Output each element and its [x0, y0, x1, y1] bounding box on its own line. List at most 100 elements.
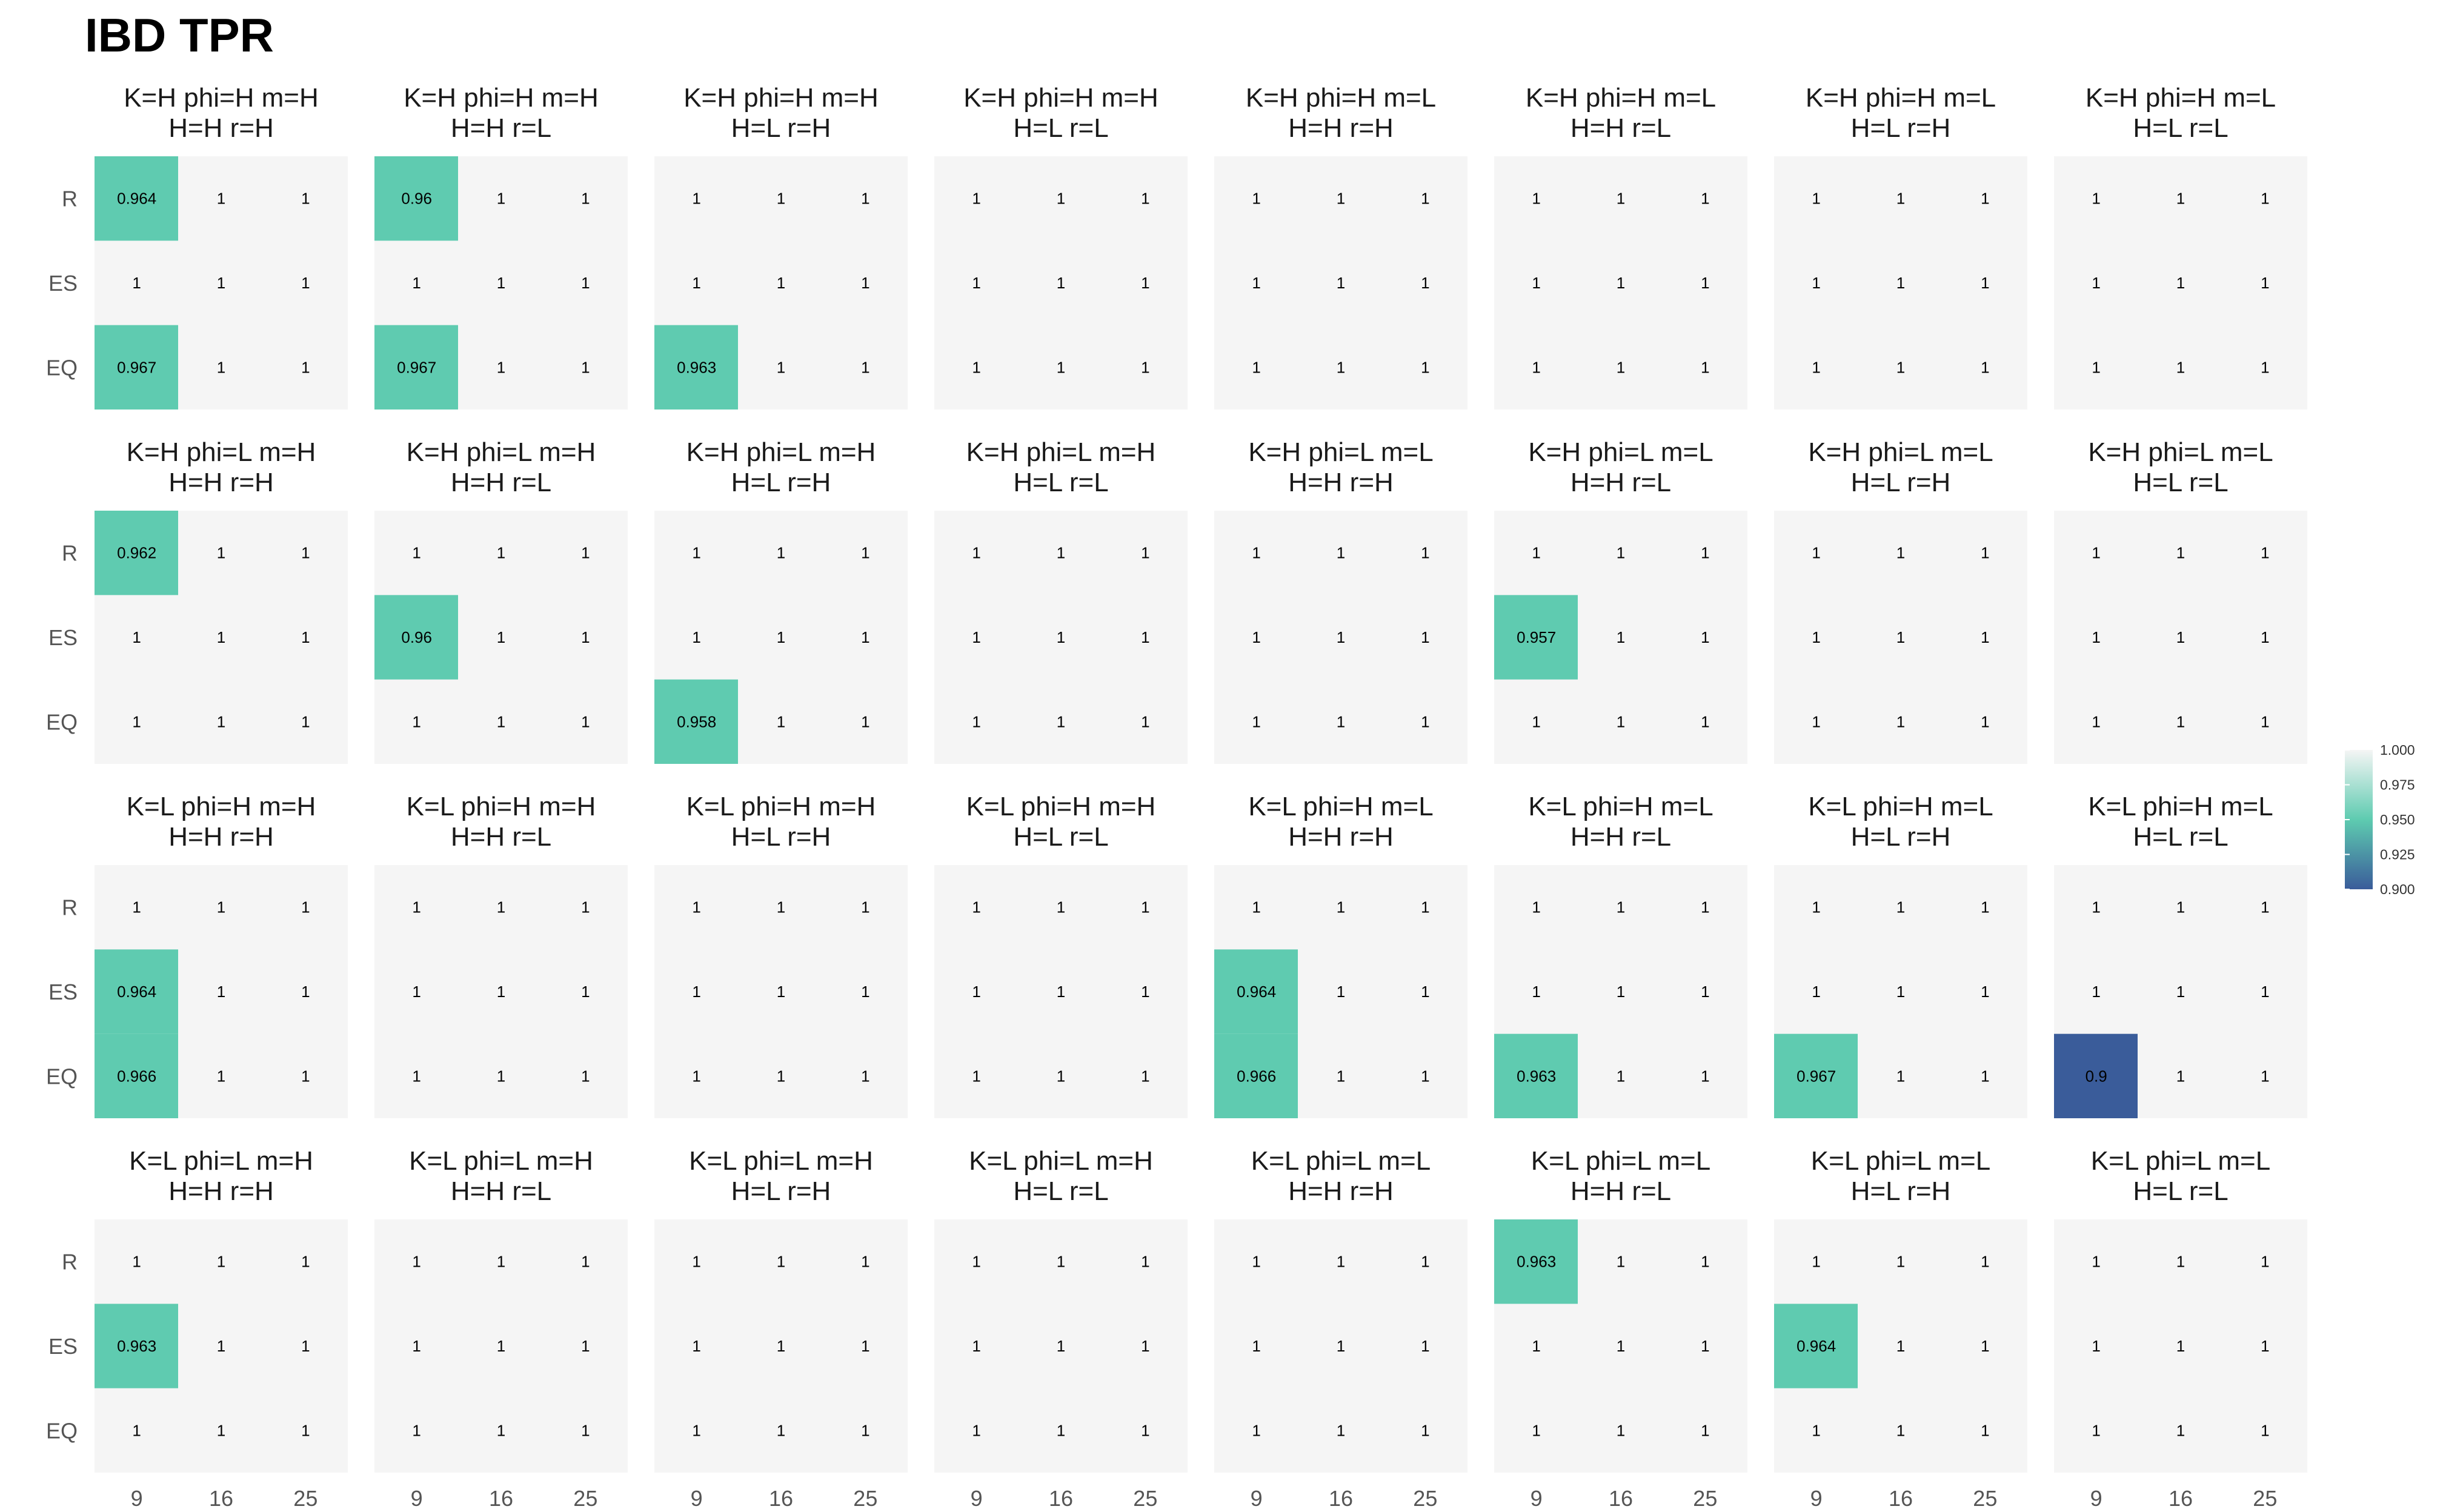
- facet-title-line1: K=L phi=L m=L: [1531, 1146, 1710, 1176]
- cell-value-label: 1: [217, 190, 225, 208]
- x-tick-label: 25: [1133, 1486, 1157, 1511]
- cell-value-label: 1: [1896, 1421, 1905, 1439]
- heatmap-tile: [1494, 1219, 1578, 1304]
- facet-panel: K=H phi=H m=LH=L r=H 1 1 1 1 1 1 1 1 1: [1774, 83, 2027, 409]
- cell-value-label: 1: [1057, 1253, 1065, 1271]
- heatmap-tile: [95, 1033, 178, 1118]
- cell-value-label: 1: [1141, 358, 1149, 376]
- legend-break-label: 0.950: [2380, 812, 2415, 827]
- cell-value-label: 1: [692, 1067, 700, 1085]
- facet-title-line2: H=H r=L: [451, 113, 551, 143]
- cell-value-label: 1: [777, 274, 785, 292]
- cell-value-label: 1: [2261, 190, 2269, 208]
- cell-value-label: 1: [1421, 1421, 1429, 1439]
- cell-value-label: 1: [581, 274, 590, 292]
- cell-value-label: 1: [412, 1253, 420, 1271]
- cell-value-label: 1: [1337, 190, 1345, 208]
- facet-title-line2: H=H r=H: [1288, 113, 1394, 143]
- facet-title-line1: K=H phi=L m=L: [1248, 437, 1433, 467]
- y-tick-label: EQ: [46, 355, 78, 380]
- cell-value-label: 1: [412, 274, 420, 292]
- cell-value-label: 1: [1057, 898, 1065, 917]
- cell-value-label: 1: [301, 1253, 310, 1271]
- facet-panel: K=H phi=H m=HH=H r=L 0.96 1 1 1 1 1 0.967 1 1: [374, 83, 628, 409]
- x-tick-label: 25: [293, 1486, 317, 1511]
- cell-value-label: 1: [861, 983, 869, 1001]
- cell-value-label: 1: [1617, 1421, 1625, 1439]
- cell-value-label: 1: [1421, 712, 1429, 731]
- cell-value-label: 0.964: [1237, 983, 1276, 1001]
- cell-value-label: 0.962: [117, 544, 156, 562]
- cell-value-label: 1: [2261, 358, 2269, 376]
- cell-value-label: 1: [2176, 1253, 2185, 1271]
- x-tick-label: 9: [2090, 1486, 2102, 1511]
- facet-title-line2: H=L r=H: [1851, 113, 1951, 143]
- cell-value-label: 1: [2261, 983, 2269, 1001]
- panel-background: [1494, 156, 1747, 409]
- cell-value-label: 1: [1141, 1253, 1149, 1271]
- cell-value-label: 1: [1337, 1337, 1345, 1355]
- legend-break-label: 0.900: [2380, 881, 2415, 897]
- cell-value-label: 1: [217, 1337, 225, 1355]
- cell-value-label: 1: [1701, 712, 1709, 731]
- x-tick-label: 16: [1889, 1486, 1913, 1511]
- heatmap-tile: [95, 156, 178, 241]
- legend-break-label: 1.000: [2380, 742, 2415, 758]
- cell-value-label: 1: [217, 274, 225, 292]
- cell-value-label: 1: [777, 1253, 785, 1271]
- cell-value-label: 1: [132, 712, 141, 731]
- cell-value-label: 1: [1812, 983, 1820, 1001]
- cell-value-label: 1: [1337, 274, 1345, 292]
- facet-title-line1: K=L phi=L m=L: [1251, 1146, 1431, 1176]
- cell-value-label: 1: [861, 190, 869, 208]
- cell-value-label: 1: [2092, 190, 2100, 208]
- heatmap-tile: [654, 325, 738, 409]
- facet-title-line1: K=H phi=H m=L: [1526, 83, 1716, 113]
- cell-value-label: 1: [1812, 358, 1820, 376]
- y-tick-label: R: [62, 895, 78, 920]
- cell-value-label: 1: [1532, 544, 1540, 562]
- cell-value-label: 1: [217, 544, 225, 562]
- cell-value-label: 1: [1141, 898, 1149, 917]
- y-tick-label: R: [62, 1250, 78, 1275]
- cell-value-label: 1: [1421, 274, 1429, 292]
- cell-value-label: 1: [972, 1421, 980, 1439]
- cell-value-label: 1: [1421, 1067, 1429, 1085]
- panel-background: [654, 1219, 908, 1473]
- facet-title-line2: H=H r=H: [1288, 822, 1394, 852]
- facet-panel: K=H phi=L m=LH=H r=H 1 1 1 1 1 1 1 1 1: [1214, 437, 1467, 764]
- cell-value-label: 1: [1057, 190, 1065, 208]
- facet-title-line1: K=L phi=H m=L: [1528, 792, 1713, 821]
- cell-value-label: 1: [972, 544, 980, 562]
- cell-value-label: 1: [497, 712, 505, 731]
- cell-value-label: 1: [2261, 274, 2269, 292]
- cell-value-label: 1: [301, 544, 310, 562]
- cell-value-label: 1: [972, 274, 980, 292]
- cell-value-label: 1: [2092, 358, 2100, 376]
- cell-value-label: 1: [1981, 712, 1989, 731]
- cell-value-label: 1: [861, 1067, 869, 1085]
- cell-value-label: 1: [2092, 983, 2100, 1001]
- cell-value-label: 1: [301, 712, 310, 731]
- cell-value-label: 1: [1532, 898, 1540, 917]
- cell-value-label: 1: [217, 898, 225, 917]
- cell-value-label: 1: [1701, 1253, 1709, 1271]
- cell-value-label: 1: [497, 190, 505, 208]
- cell-value-label: 1: [1812, 898, 1820, 917]
- cell-value-label: 1: [777, 898, 785, 917]
- cell-value-label: 1: [1981, 628, 1989, 646]
- cell-value-label: 1: [692, 190, 700, 208]
- cell-value-label: 1: [972, 1253, 980, 1271]
- cell-value-label: 1: [2261, 544, 2269, 562]
- cell-value-label: 1: [1057, 983, 1065, 1001]
- facet-title-line2: H=L r=H: [1851, 1176, 1951, 1206]
- cell-value-label: 1: [1981, 1337, 1989, 1355]
- cell-value-label: 1: [1617, 1337, 1625, 1355]
- x-tick-label: 25: [1413, 1486, 1437, 1511]
- panel-background: [654, 865, 908, 1118]
- panel-background: [934, 511, 1188, 764]
- cell-value-label: 1: [1701, 190, 1709, 208]
- cell-value-label: 1: [1057, 544, 1065, 562]
- cell-value-label: 1: [1141, 712, 1149, 731]
- facet-panel: K=H phi=L m=LH=H r=L 1 1 1 0.957 1 1 1 1 1: [1494, 437, 1747, 764]
